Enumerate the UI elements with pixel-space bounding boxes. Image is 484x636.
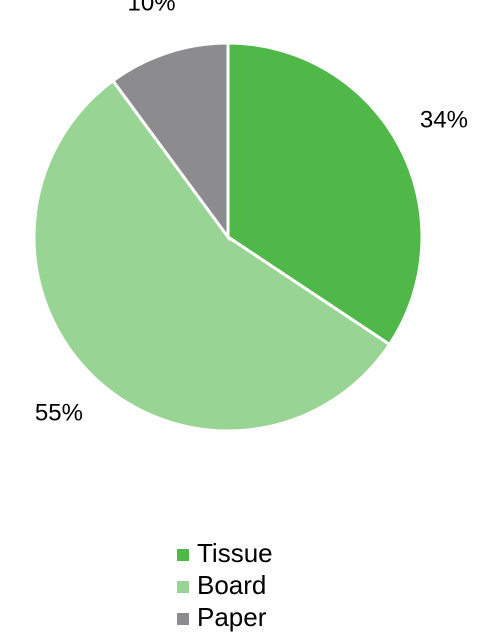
pie-slice [110,41,230,242]
pie-slice [32,78,392,433]
legend-swatch [177,549,189,561]
data-label: 10% [128,0,176,17]
data-label: 34% [420,107,468,134]
legend-swatch [177,613,189,625]
legend-label: Tissue [197,538,273,568]
legend-label: Board [197,570,266,600]
legend-label: Paper [197,602,267,632]
data-label: 55% [35,400,83,427]
legend-swatch [177,581,189,593]
